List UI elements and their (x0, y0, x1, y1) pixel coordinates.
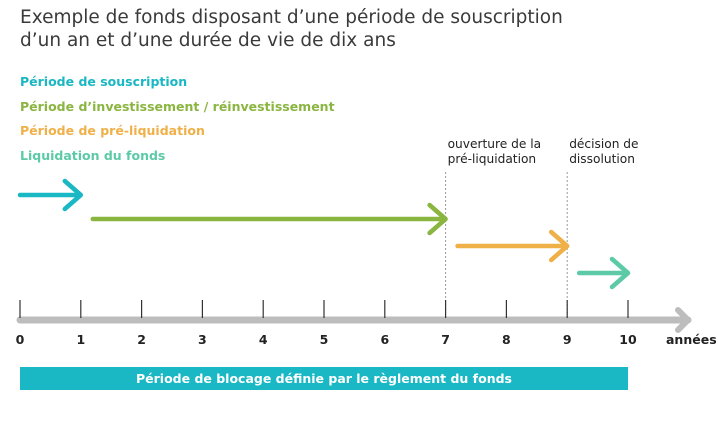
tick-label-3: 3 (198, 332, 207, 347)
legend-item-subscription: Période de souscription (20, 74, 188, 89)
tick-label-6: 6 (380, 332, 389, 347)
diagram-title: Exemple de fonds disposant d’une période… (20, 6, 620, 52)
title-line-1: Exemple de fonds disposant d’une période… (20, 7, 563, 28)
period-arrow-1 (90, 202, 448, 236)
tick-label-1: 1 (76, 332, 85, 347)
tick-label-8: 8 (502, 332, 511, 347)
period-arrow-3 (576, 256, 631, 290)
tick-label-5: 5 (320, 332, 329, 347)
tick-label-0: 0 (16, 332, 25, 347)
blocking-period-bar: Période de blocage définie par le règlem… (20, 367, 628, 390)
legend-item-investment: Période d’investissement / réinvestissem… (20, 98, 335, 114)
marker-label-dissolution-decision: décision de dissolution (569, 137, 639, 166)
tick-label-4: 4 (259, 332, 268, 347)
tick-label-9: 9 (563, 332, 572, 347)
tick-label-7: 7 (441, 332, 450, 347)
marker-label-pre-liquidation-opening: ouverture de la pré-liquidation (447, 137, 542, 166)
period-arrow-0 (17, 178, 84, 212)
tick-label-2: 2 (137, 332, 146, 347)
legend-item-liquidation: Liquidation du fonds (20, 147, 166, 163)
tick-label-10: 10 (619, 332, 637, 347)
axis-arrowhead (675, 307, 691, 333)
axis-unit-label: années (666, 332, 717, 347)
title-line-2: d’un an et d’une durée de vie de dix ans (20, 30, 396, 51)
legend-item-pre-liquidation: Période de pré-liquidation (20, 123, 205, 138)
legend: Période de souscription Période d’invest… (20, 70, 335, 168)
period-arrow-2 (455, 229, 570, 263)
